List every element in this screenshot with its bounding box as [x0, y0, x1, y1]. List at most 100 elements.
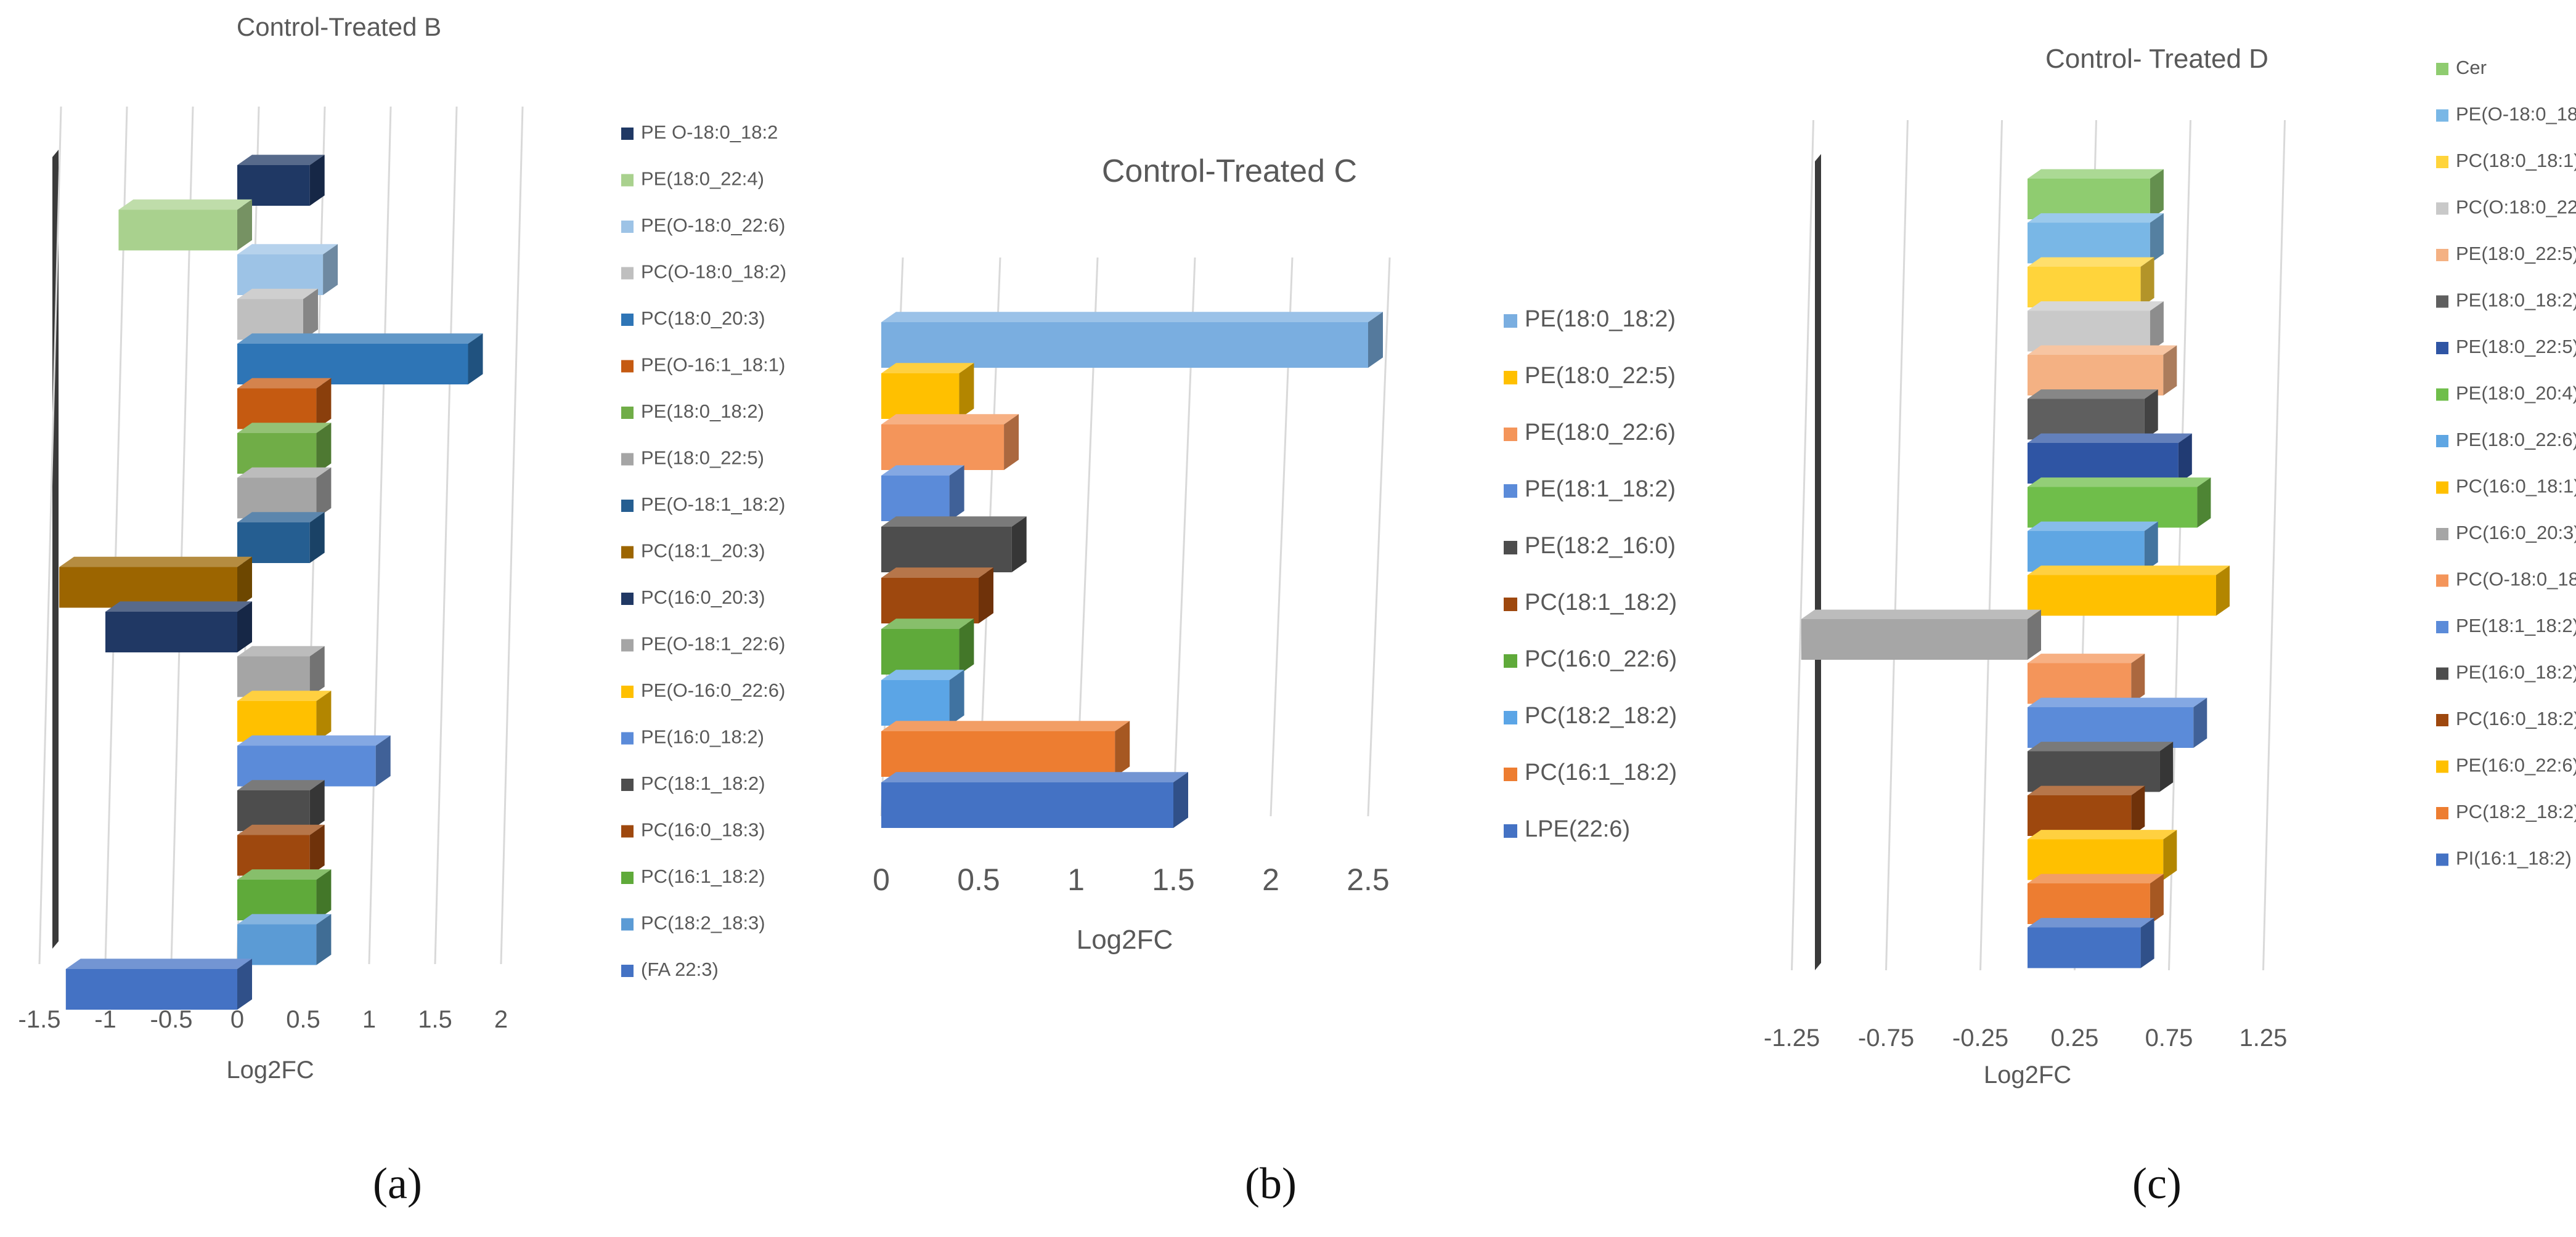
- bar: [237, 735, 391, 787]
- panel-label-b: (b): [1245, 1159, 1297, 1208]
- svg-text:PE(18:0_22:5): PE(18:0_22:5): [1525, 363, 1676, 389]
- svg-text:PC(O-18:0_18:2): PC(O-18:0_18:2): [641, 261, 786, 283]
- x-tick-label: 2.5: [1347, 862, 1390, 897]
- x-tick-label: 1.25: [2240, 1024, 2288, 1052]
- bar: [237, 869, 332, 920]
- legend-item: PC(18:1_18:2): [1504, 590, 1677, 615]
- legend-item: PC(18:1_20:3): [621, 540, 765, 562]
- gridline: [1979, 120, 2003, 971]
- legend-item: PE(18:0_18:2): [2436, 290, 2576, 311]
- bar: [881, 363, 974, 419]
- gridline: [2262, 120, 2286, 971]
- svg-text:PC(O:18:0_22:5): PC(O:18:0_22:5): [2456, 197, 2576, 218]
- bar: [2028, 301, 2164, 352]
- x-axis-label: Log2FC: [226, 1057, 314, 1084]
- svg-text:PC(16:1_18:2): PC(16:1_18:2): [641, 866, 765, 887]
- legend-item: PE(18:0_22:6): [1504, 420, 1676, 445]
- panel-label-c: (c): [2132, 1159, 2182, 1208]
- legend-item: PC(16:0_20:3): [621, 586, 765, 608]
- legend-item: PE(O-16:1_18:1): [621, 354, 785, 376]
- svg-text:PE(O-18:0_18:2): PE(O-18:0_18:2): [2456, 103, 2576, 125]
- bar: [2028, 433, 2192, 484]
- gridline: [2168, 120, 2191, 971]
- bar: [2028, 654, 2145, 704]
- svg-text:PE(16:0_22:6): PE(16:0_22:6): [2456, 755, 2576, 776]
- legend-item: PC(18:0_20:3): [621, 307, 765, 329]
- bar: [881, 516, 1027, 572]
- bar: [237, 914, 332, 965]
- bar: [2028, 389, 2158, 440]
- bar: [1801, 609, 2041, 660]
- bar: [237, 155, 325, 206]
- gridline: [434, 106, 458, 965]
- legend-item: PE(18:1_18:2): [2436, 615, 2576, 636]
- x-tick-label: 2: [1262, 862, 1279, 897]
- bar: [881, 414, 1019, 470]
- bar: [881, 721, 1130, 777]
- x-tick-label: 1: [1067, 862, 1085, 897]
- svg-text:PC(18:2_18:2): PC(18:2_18:2): [2456, 801, 2576, 822]
- legend-item: PE(18:0_22:6): [2436, 429, 2576, 450]
- bar: [237, 824, 325, 876]
- legend-item: PC(16:0_20:3): [2436, 522, 2576, 543]
- svg-text:PE(18:0_20:4): PE(18:0_20:4): [2456, 383, 2576, 404]
- gridline: [38, 106, 62, 965]
- bar: [2028, 918, 2154, 968]
- legend-item: Cer: [2436, 57, 2487, 78]
- svg-text:PE(18:0_18:2): PE(18:0_18:2): [641, 400, 764, 422]
- svg-text:Cer: Cer: [2456, 57, 2487, 78]
- bar: [237, 780, 325, 831]
- bar: [105, 601, 252, 652]
- svg-text:PE(O-16:0_22:6): PE(O-16:0_22:6): [641, 679, 785, 701]
- svg-text:PE(18:1_18:2): PE(18:1_18:2): [1525, 476, 1676, 502]
- chart-title: Control-Treated C: [1102, 153, 1357, 189]
- bar: [237, 467, 332, 519]
- svg-text:PE(18:0_22:6): PE(18:0_22:6): [2456, 429, 2576, 450]
- svg-text:PE(O-18:1_22:6): PE(O-18:1_22:6): [641, 633, 785, 655]
- bar: [2028, 697, 2207, 748]
- chart-title: Control- Treated D: [2045, 44, 2268, 74]
- legend-item: PE(18:0_22:5): [621, 447, 764, 469]
- x-tick-label: 0.75: [2145, 1024, 2193, 1052]
- svg-text:PE(16:0_18:2): PE(16:0_18:2): [641, 726, 764, 748]
- chart-c: 0 0.5 1 1.5 2 2.5 Control-Treated C Log2FC PE(18…: [873, 153, 1677, 955]
- svg-text:PC(16:0_18:3): PC(16:0_18:3): [641, 819, 765, 841]
- gridline: [500, 106, 524, 965]
- legend-item: PI(16:1_18:2): [2436, 848, 2572, 869]
- bar: [881, 670, 964, 726]
- svg-text:PE(18:0_22:5): PE(18:0_22:5): [2456, 243, 2576, 264]
- svg-text:PC(18:1_18:2): PC(18:1_18:2): [641, 773, 765, 794]
- legend-item: PE(O-16:0_22:6): [621, 679, 785, 701]
- x-tick-label: -1: [94, 1006, 116, 1033]
- bar: [237, 244, 338, 295]
- x-tick-label: 0.5: [957, 862, 1000, 897]
- legend-item: PC(18:1_18:2): [621, 773, 765, 794]
- svg-text:PC(16:0_22:6): PC(16:0_22:6): [1525, 646, 1677, 672]
- svg-text:PE(18:0_18:2): PE(18:0_18:2): [2456, 290, 2576, 311]
- bar: [881, 618, 974, 675]
- svg-text:PE(O-16:1_18:1): PE(O-16:1_18:1): [641, 354, 785, 376]
- bar: [2028, 566, 2230, 616]
- legend-item: PE(18:0_20:4): [2436, 383, 2576, 404]
- bar: [237, 691, 332, 742]
- legend-item: PC(16:0_18:2): [2436, 708, 2576, 729]
- legend: Cer PE(O-18:0_18:2) PC(18:0_18:1) PC(O:18:0…: [2436, 57, 2576, 869]
- gridline: [368, 106, 392, 965]
- svg-text:(FA 22:3): (FA 22:3): [641, 959, 719, 980]
- bar: [2028, 213, 2164, 264]
- x-tick-label: 0: [873, 862, 890, 897]
- bar: [2028, 257, 2154, 307]
- bar: [881, 465, 964, 521]
- chart-d: -1.25 -0.75 -0.25 0.25 0.75 1.25 Control- Trea…: [1764, 44, 2576, 1089]
- svg-text:PE(18:0_22:5): PE(18:0_22:5): [641, 447, 764, 469]
- svg-text:PC(18:0_18:1): PC(18:0_18:1): [2456, 150, 2576, 171]
- legend: PE(18:0_18:2) PE(18:0_22:5) PE(18:0_22:6) P…: [1504, 306, 1677, 842]
- x-tick-label: 0.5: [286, 1006, 320, 1033]
- x-tick-label: -1.5: [18, 1006, 61, 1033]
- legend-item: PE(16:0_18:2): [621, 726, 764, 748]
- bar: [237, 288, 318, 340]
- legend-item: PE(O-18:1_22:6): [621, 633, 785, 655]
- svg-text:PE(18:0_22:4): PE(18:0_22:4): [641, 168, 764, 190]
- legend-item: PC(18:2_18:2): [1504, 703, 1677, 729]
